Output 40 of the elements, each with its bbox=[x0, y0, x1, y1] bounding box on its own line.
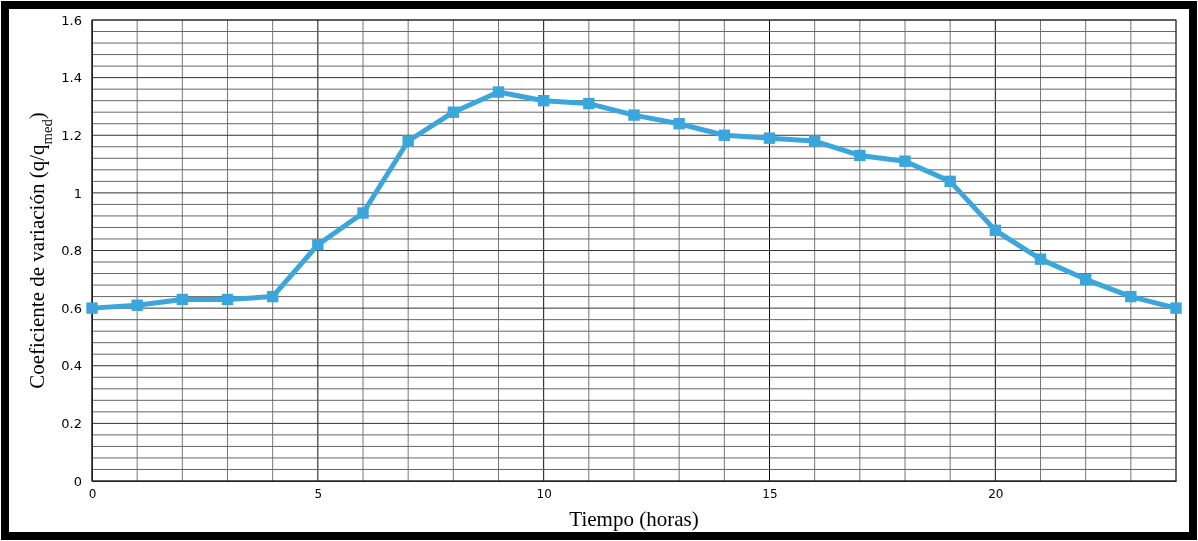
point bbox=[808, 135, 821, 147]
x-tick-label: 20 bbox=[988, 486, 1004, 501]
point bbox=[628, 109, 640, 121]
x-tick-label: 5 bbox=[314, 486, 323, 501]
y-tick-label: 0.8 bbox=[61, 243, 82, 259]
y-tick-label: 1.6 bbox=[61, 12, 82, 28]
point bbox=[1125, 290, 1137, 303]
point bbox=[221, 293, 234, 306]
x-tick-label: 10 bbox=[536, 486, 552, 501]
point bbox=[131, 299, 143, 311]
point bbox=[899, 155, 911, 167]
point bbox=[718, 129, 731, 141]
x-axis-title: Tiempo (horas) bbox=[569, 507, 699, 531]
point bbox=[673, 118, 685, 130]
point bbox=[1034, 253, 1047, 265]
point bbox=[989, 224, 1002, 237]
y-tick-label: 0.6 bbox=[61, 300, 82, 316]
x-tick-label: 0 bbox=[88, 486, 97, 501]
y-tick-label: 1.4 bbox=[61, 70, 82, 86]
point bbox=[537, 94, 550, 107]
point bbox=[492, 86, 505, 98]
point bbox=[854, 149, 866, 162]
point bbox=[447, 106, 460, 118]
point bbox=[583, 97, 595, 110]
y-tick-label: 1 bbox=[73, 185, 82, 201]
point bbox=[312, 239, 324, 251]
y-tick-label: 1.2 bbox=[61, 127, 82, 143]
point bbox=[1170, 302, 1182, 314]
point bbox=[357, 207, 369, 219]
x-tick-label: 15 bbox=[762, 486, 778, 501]
point bbox=[402, 135, 414, 147]
point bbox=[266, 290, 279, 303]
y-tick-label: 0 bbox=[73, 473, 82, 489]
point bbox=[86, 302, 98, 314]
point bbox=[944, 175, 956, 188]
point bbox=[1079, 273, 1092, 286]
point bbox=[176, 293, 189, 306]
point bbox=[763, 132, 776, 144]
y-tick-label: 0.4 bbox=[61, 358, 82, 374]
y-tick-label: 0.2 bbox=[61, 416, 82, 432]
